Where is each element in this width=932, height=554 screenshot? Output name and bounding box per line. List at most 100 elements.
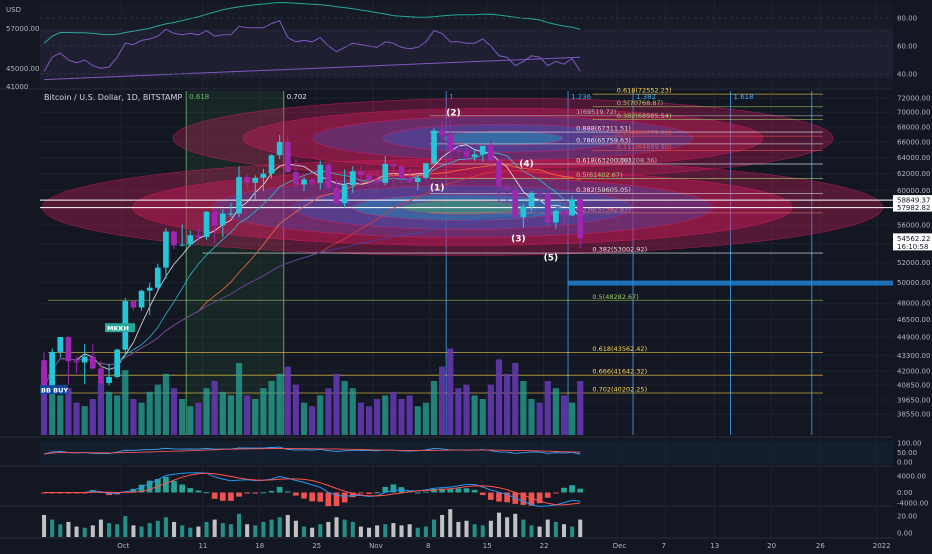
candle-body <box>561 210 567 216</box>
osc3-bar <box>391 523 396 537</box>
volume-bar <box>439 366 446 435</box>
price-tick-label: 39650.00 <box>897 396 930 404</box>
candle <box>219 209 226 238</box>
volume-bar <box>544 381 551 435</box>
osc3-bar <box>277 517 282 537</box>
volume-bar <box>203 388 210 435</box>
candle-body <box>293 172 299 185</box>
ratio-label: 1 <box>449 93 453 101</box>
volume-bar <box>260 388 267 435</box>
osc3-bar <box>407 524 412 537</box>
candle <box>398 164 405 184</box>
candle-body <box>203 211 210 238</box>
candle-body <box>114 349 121 377</box>
macd-hist-bar <box>447 489 454 493</box>
candle-body <box>520 206 527 218</box>
candle-body <box>179 244 186 246</box>
volume-bar <box>105 391 113 435</box>
candle <box>463 147 470 162</box>
time-tick-label: Nov <box>369 542 383 550</box>
candle-body <box>252 177 259 183</box>
macd-hist-bar <box>528 492 535 506</box>
volume-bar <box>57 395 64 435</box>
volume-bar <box>487 384 494 435</box>
macd-hist-bar <box>463 488 470 493</box>
time-tick-label: 18 <box>255 542 264 550</box>
fib-level-label: 0.702(40202.25) <box>592 385 647 393</box>
candle-body <box>382 163 389 183</box>
candle-body <box>284 142 291 173</box>
mini-axis-label: 45000.00 <box>6 65 39 73</box>
osc3-bar <box>415 527 420 537</box>
volume-bar <box>357 402 364 435</box>
candle <box>431 128 437 164</box>
candle-body <box>228 213 234 215</box>
price-tick-label: 48000.00 <box>897 300 930 308</box>
volume-bar <box>179 399 186 435</box>
macd-hist-bar <box>163 476 169 493</box>
osc3-bar <box>570 526 575 537</box>
volume-bar <box>560 395 568 435</box>
volume-bar <box>211 381 218 435</box>
candle <box>309 177 315 187</box>
macd-hist-bar <box>358 492 364 494</box>
macd-hist-bar <box>536 492 543 504</box>
candle <box>390 161 397 187</box>
macd-hist-bar <box>544 492 551 498</box>
macd-hist-bar <box>414 492 421 494</box>
macd-hist-bar <box>236 492 242 497</box>
time-tick-label: 8 <box>426 542 430 550</box>
macd-hist-bar <box>171 480 177 493</box>
fib-level-label: 0.618(43562.42) <box>592 345 647 353</box>
fib-level-label: 0.382(59605.05) <box>576 186 631 194</box>
osc1-tick-label: 0.00 <box>897 459 913 467</box>
time-tick-label: 22 <box>540 542 549 550</box>
osc3-bar <box>188 527 193 537</box>
osc3-bar <box>310 527 315 537</box>
macd-hist-bar <box>325 492 332 507</box>
osc3-bar <box>326 521 331 537</box>
price-tag-bg <box>893 195 932 205</box>
candle-body <box>236 176 242 214</box>
ratio-label: 0.702 <box>287 93 307 101</box>
candle-body <box>431 130 437 164</box>
osc3-bar <box>440 514 445 537</box>
osc3-bar <box>228 524 233 537</box>
fib-level-label: 0.786(65759.63) <box>576 136 631 144</box>
osc3-bar <box>107 523 112 537</box>
price-tag-bg <box>893 202 932 212</box>
osc3-bar <box>139 526 144 537</box>
candle-body <box>447 135 454 151</box>
volume-bar <box>479 399 486 435</box>
osc3-bar <box>98 519 103 537</box>
price-tag: 54562.22 <box>893 233 932 243</box>
osc3-bar <box>529 525 534 537</box>
macd-signal-line <box>44 472 581 506</box>
candle-body <box>577 199 584 239</box>
price-tick-label: 42000.00 <box>897 367 930 375</box>
candle-body <box>471 154 478 157</box>
osc1-tick-label: 50.00 <box>897 449 917 457</box>
candle-body <box>309 179 315 183</box>
candle-body <box>171 231 177 246</box>
macd-hist-bar <box>366 492 372 494</box>
osc3-bar <box>42 514 47 537</box>
macd-hist-bar <box>577 488 584 493</box>
candle-body <box>219 213 226 226</box>
volume-bar <box>390 391 397 435</box>
volume-bar <box>317 395 324 435</box>
price-tick-label: 50000.00 <box>897 279 930 287</box>
macd-hist-bar <box>219 492 226 501</box>
volume-bar <box>268 381 275 435</box>
macd-hist-bar <box>390 484 397 493</box>
fib-ellipse-upper-2 <box>312 115 694 161</box>
candle <box>512 183 519 219</box>
price-tick-label: 62000.00 <box>897 170 930 178</box>
candle-body <box>349 171 356 186</box>
candle <box>179 224 186 247</box>
candle <box>195 227 202 241</box>
macd-hist-bar <box>211 492 218 499</box>
osc3-bar <box>383 524 388 537</box>
